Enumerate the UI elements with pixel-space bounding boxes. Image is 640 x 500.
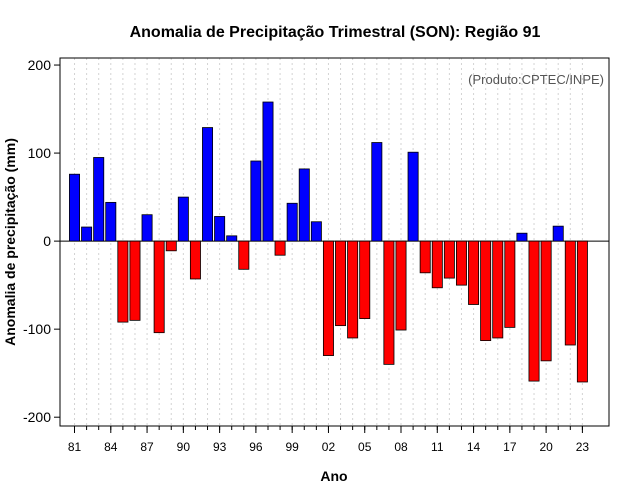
bar-1984 bbox=[105, 201, 117, 242]
vertical-gridlines bbox=[74, 58, 583, 426]
bar-1997 bbox=[262, 101, 274, 242]
bar-1998 bbox=[274, 240, 286, 256]
x-tick-label: 08 bbox=[394, 440, 408, 454]
y-tick-label: -100 bbox=[23, 321, 51, 337]
x-tick-label: 90 bbox=[177, 440, 191, 454]
bar-2022 bbox=[564, 240, 576, 346]
plot-frame bbox=[59, 57, 610, 427]
x-tick-label: 05 bbox=[358, 440, 372, 454]
bar-1992 bbox=[202, 127, 214, 242]
bar-2023 bbox=[576, 240, 588, 383]
bar-2007 bbox=[383, 240, 395, 365]
bar-2021 bbox=[552, 225, 564, 242]
chart-title: Anomalia de Precipitação Trimestral (SON… bbox=[130, 24, 541, 41]
bar-1989 bbox=[165, 240, 177, 252]
bar-1988 bbox=[153, 240, 165, 334]
bar-2006 bbox=[371, 142, 383, 242]
bar-2001 bbox=[310, 221, 322, 242]
bar-1990 bbox=[177, 196, 189, 242]
x-tick-label: 20 bbox=[539, 440, 553, 454]
bar-1995 bbox=[238, 240, 250, 270]
y-tick-label: 200 bbox=[28, 57, 52, 73]
bar-2012 bbox=[443, 240, 455, 279]
bar-2016 bbox=[492, 240, 504, 339]
bar-series bbox=[69, 101, 588, 383]
bar-1999 bbox=[286, 202, 298, 242]
bar-2000 bbox=[298, 168, 310, 242]
x-tick-label: 23 bbox=[576, 440, 590, 454]
bar-1987 bbox=[141, 214, 153, 242]
bar-2019 bbox=[528, 240, 540, 382]
bar-2017 bbox=[504, 240, 516, 328]
bar-1986 bbox=[129, 240, 141, 321]
bar-1991 bbox=[189, 240, 201, 280]
bar-2018 bbox=[516, 232, 528, 242]
bar-1996 bbox=[250, 160, 262, 242]
product-credit: (Produto:CPTEC/INPE) bbox=[468, 72, 604, 87]
bar-2015 bbox=[480, 240, 492, 342]
bar-2004 bbox=[347, 240, 359, 339]
x-axis: 81 84 87 90 93 96 99 02 05 08 11 14 17 20 23 bbox=[68, 426, 590, 454]
y-tick-label: 100 bbox=[28, 145, 52, 161]
bar-2003 bbox=[335, 240, 347, 327]
x-tick-label: 17 bbox=[503, 440, 517, 454]
bar-1993 bbox=[214, 216, 226, 242]
x-tick-label: 84 bbox=[104, 440, 118, 454]
bar-2005 bbox=[359, 240, 371, 319]
x-tick-label: 87 bbox=[140, 440, 154, 454]
bar-2002 bbox=[322, 240, 334, 356]
x-tick-label: 93 bbox=[213, 440, 227, 454]
y-axis: -200 -100 0 100 200 bbox=[23, 57, 60, 425]
bar-1981 bbox=[69, 173, 80, 242]
bar-1983 bbox=[93, 157, 105, 242]
x-tick-label: 14 bbox=[467, 440, 481, 454]
bar-1982 bbox=[81, 226, 93, 242]
bar-2009 bbox=[407, 151, 419, 242]
x-tick-label: 11 bbox=[431, 440, 444, 454]
y-tick-label: -200 bbox=[23, 409, 51, 425]
bar-1985 bbox=[117, 240, 129, 323]
bar-2013 bbox=[455, 240, 467, 286]
bar-2010 bbox=[419, 240, 431, 274]
bar-1994 bbox=[226, 235, 238, 242]
bar-2008 bbox=[395, 240, 407, 331]
bar-2014 bbox=[468, 240, 480, 305]
x-tick-label: 81 bbox=[68, 440, 82, 454]
x-tick-label: 99 bbox=[285, 440, 299, 454]
bar-2020 bbox=[540, 240, 552, 362]
x-axis-title: Ano bbox=[320, 468, 347, 484]
y-axis-title: Anomalia de precipitação (mm) bbox=[2, 138, 18, 346]
bar-2011 bbox=[431, 240, 443, 289]
x-tick-label: 02 bbox=[322, 440, 336, 454]
y-tick-label: 0 bbox=[43, 233, 51, 249]
x-tick-label: 96 bbox=[249, 440, 263, 454]
